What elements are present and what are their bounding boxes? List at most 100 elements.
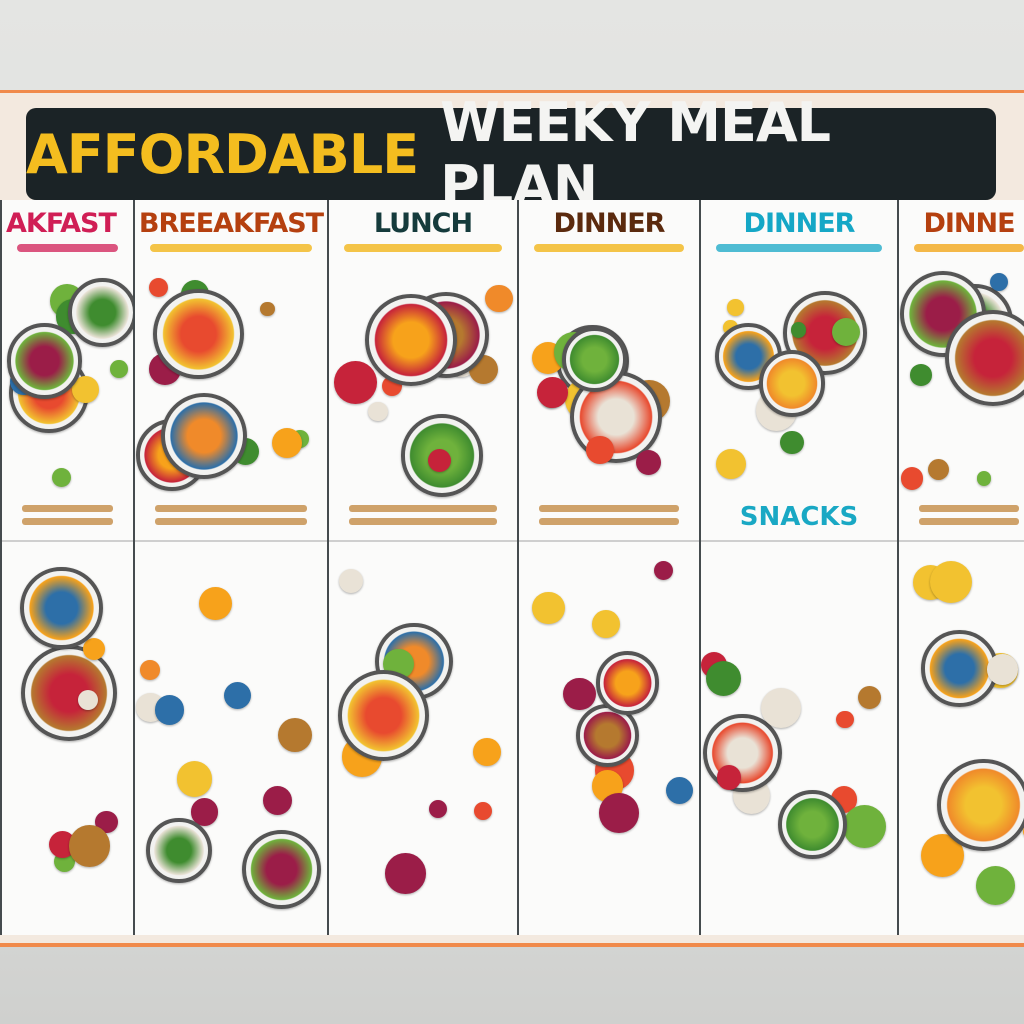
caption-bar xyxy=(155,518,307,525)
food-item xyxy=(832,318,861,347)
column-header: DINNER xyxy=(743,208,856,239)
column-subtitle-bar xyxy=(914,244,1024,252)
food-item xyxy=(20,644,118,742)
food-item xyxy=(977,471,992,486)
caption-bar xyxy=(919,505,1019,512)
day-column-5: DINNER SNACKS xyxy=(699,200,899,935)
snacks-label: SNACKS xyxy=(739,502,859,532)
food-item xyxy=(532,591,565,625)
food-item xyxy=(51,467,71,488)
food-item xyxy=(176,761,213,797)
food-item xyxy=(223,681,252,709)
food-item xyxy=(77,689,99,711)
food-item xyxy=(338,568,363,593)
food-item xyxy=(666,776,693,804)
column-subtitle-bar xyxy=(150,244,312,252)
day-column-3: LUNCH xyxy=(327,200,519,935)
column-header: AKFAST xyxy=(6,208,117,239)
food-item xyxy=(154,694,185,725)
food-item xyxy=(975,866,1015,906)
food-item xyxy=(152,288,244,380)
column-header: LUNCH xyxy=(373,208,473,239)
food-item xyxy=(364,294,457,387)
food-item xyxy=(944,310,1024,407)
food-item xyxy=(929,560,973,604)
caption-bar xyxy=(155,505,307,512)
food-item xyxy=(760,688,801,729)
row-divider xyxy=(701,540,897,542)
food-item xyxy=(635,449,661,475)
food-item xyxy=(703,713,782,793)
food-item xyxy=(780,430,804,454)
food-item xyxy=(586,436,614,464)
food-item xyxy=(987,654,1019,686)
food-item xyxy=(334,361,377,404)
food-item xyxy=(260,301,276,317)
caption-bar xyxy=(539,505,679,512)
row-divider xyxy=(329,540,517,542)
title-banner: AFFORDABLE WEEKY MEAL PLAN xyxy=(26,91,996,217)
food-item xyxy=(909,364,932,386)
caption-bar xyxy=(22,518,113,525)
caption-bar xyxy=(539,518,679,525)
food-item xyxy=(368,401,388,422)
food-item xyxy=(473,801,492,820)
food-item xyxy=(595,651,660,715)
food-item xyxy=(705,660,742,697)
row-divider xyxy=(2,540,133,542)
food-item xyxy=(385,853,426,894)
day-column-6: DINNE xyxy=(897,200,1024,935)
day-column-4: DINNER xyxy=(517,200,701,935)
title-affordable: AFFORDABLE xyxy=(26,122,419,186)
food-item xyxy=(271,427,302,458)
food-item xyxy=(758,350,826,417)
food-item xyxy=(485,284,513,312)
food-item xyxy=(7,323,83,399)
food-item xyxy=(199,587,232,621)
food-item xyxy=(1022,823,1024,839)
row-divider xyxy=(519,540,699,542)
food-item xyxy=(716,765,742,790)
food-item xyxy=(654,560,674,580)
food-item xyxy=(937,758,1024,851)
food-item xyxy=(278,717,313,752)
caption-bar xyxy=(22,505,113,512)
caption-bar xyxy=(349,518,497,525)
food-item xyxy=(727,299,744,316)
food-item xyxy=(146,817,212,884)
column-subtitle-bar xyxy=(17,244,118,252)
food-item xyxy=(338,669,430,762)
food-item xyxy=(140,660,160,681)
food-item xyxy=(67,277,133,348)
column-header: BREEAKFAST xyxy=(138,208,324,239)
title-weekly-meal-plan: WEEKY MEAL PLAN xyxy=(440,91,831,217)
food-item xyxy=(20,566,103,650)
column-subtitle-bar xyxy=(344,244,502,252)
food-item xyxy=(857,686,881,710)
food-item xyxy=(715,449,746,480)
food-item xyxy=(836,710,854,729)
food-item xyxy=(927,458,949,480)
food-item xyxy=(921,630,998,707)
food-item xyxy=(592,610,621,639)
food-item xyxy=(149,277,169,297)
food-item xyxy=(242,829,322,909)
food-item xyxy=(900,466,924,490)
food-item xyxy=(263,785,293,815)
caption-bar xyxy=(919,518,1019,525)
food-item xyxy=(790,322,807,339)
row-divider xyxy=(899,540,1024,542)
food-item xyxy=(428,800,447,819)
food-item xyxy=(83,637,105,660)
food-item xyxy=(161,393,248,480)
food-item xyxy=(990,272,1009,291)
food-item xyxy=(778,790,848,859)
food-item xyxy=(68,825,111,867)
day-column-1: AKFAST xyxy=(0,200,135,935)
food-item xyxy=(599,793,639,833)
row-divider xyxy=(135,540,327,542)
food-item xyxy=(562,677,596,711)
column-header: DINNE xyxy=(923,208,1015,239)
food-item xyxy=(473,738,501,767)
caption-bar xyxy=(349,505,497,512)
